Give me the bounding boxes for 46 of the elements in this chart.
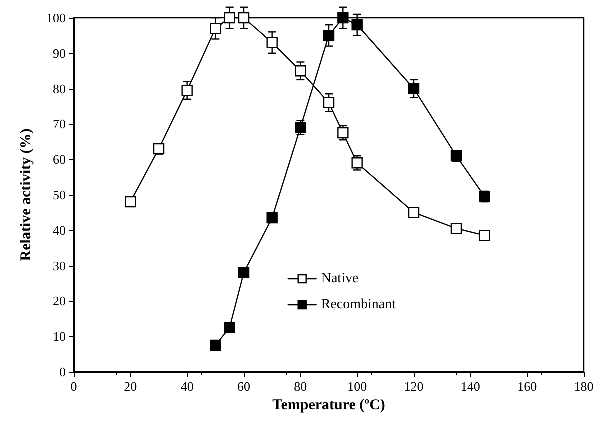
y-tick-label: 80 [53, 81, 66, 96]
x-tick-label: 160 [518, 379, 538, 394]
y-tick-label: 30 [53, 258, 66, 274]
x-tick-label: 80 [294, 379, 308, 394]
x-tick-label: 40 [180, 379, 194, 394]
x-tick-label: 140 [460, 379, 480, 394]
y-axis-title: Relative activity (%) [18, 128, 34, 262]
point [210, 23, 222, 34]
point [238, 267, 250, 278]
y-tick-label: 20 [53, 294, 66, 309]
y-tick-label: 100 [46, 10, 66, 26]
legend-label: Recombinant [321, 298, 396, 312]
point [125, 196, 136, 208]
point [224, 322, 236, 334]
y-tick-label: 50 [53, 188, 66, 202]
x-axis-title: Temperature (ºC) [272, 398, 386, 414]
x-tick-label: 20 [124, 379, 138, 394]
point [182, 84, 193, 96]
y-tick-label: 70 [53, 116, 66, 132]
y-tick-label: 40 [53, 222, 66, 238]
y-tick-label: 10 [53, 329, 66, 344]
x-tick-label: 120 [404, 379, 424, 394]
point [323, 97, 335, 109]
point [352, 19, 363, 31]
y-tick-label: 0 [60, 364, 66, 380]
point [266, 37, 278, 48]
legend-label: Native [321, 272, 359, 286]
point [323, 30, 335, 42]
x-tick-label: 100 [348, 379, 368, 394]
point [408, 83, 420, 94]
point [352, 158, 363, 169]
point [295, 66, 306, 77]
x-tick-label: 180 [574, 379, 594, 394]
point [210, 340, 222, 352]
y-tick-label: 90 [53, 46, 66, 61]
point [338, 127, 349, 139]
point [450, 223, 462, 234]
point [238, 12, 250, 24]
point [224, 12, 236, 24]
point [479, 230, 490, 242]
point [338, 12, 349, 24]
y-tick-label: 60 [53, 152, 66, 168]
x-tick-label: 60 [238, 379, 250, 394]
point [408, 207, 420, 218]
x-tick-label: 0 [70, 379, 78, 394]
point [266, 212, 278, 224]
